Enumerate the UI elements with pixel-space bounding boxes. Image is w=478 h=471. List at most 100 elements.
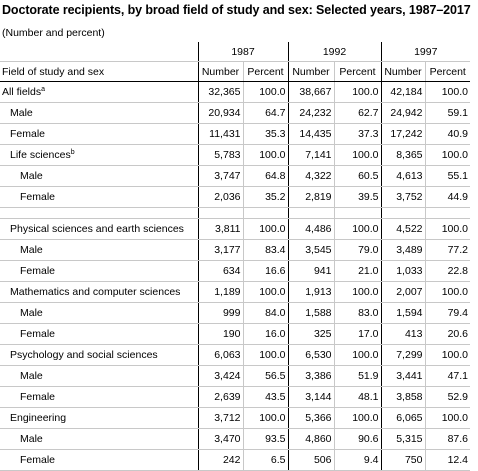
row-label: Psychology and social sciences	[0, 344, 198, 366]
percent-cell: 100.0	[424, 407, 470, 429]
table-row: Male 3,470 93.5 4,860 90.6 5,315 87.6	[0, 428, 470, 450]
number-cell: 2,036	[197, 186, 243, 208]
row-label: Engineering	[0, 407, 198, 429]
table-row: Female 11,431 35.3 14,435 37.3 17,242 40.9	[0, 123, 470, 145]
percent-cell: 100.0	[333, 218, 381, 240]
number-cell: 7,141	[287, 144, 334, 166]
number-cell: 6,530	[287, 344, 334, 366]
number-cell: 3,441	[380, 365, 425, 387]
percent-header: Percent	[333, 61, 381, 82]
row-label: Life sciencesb	[0, 144, 198, 166]
table-row: Male 3,177 83.4 3,545 79.0 3,489 77.2	[0, 239, 470, 261]
row-label-text: Male	[10, 107, 33, 119]
year-header-1997: 1997	[380, 42, 470, 62]
table-row: Life sciencesb 5,783 100.0 7,141 100.0 8,365 1…	[0, 144, 470, 166]
number-cell: 6,065	[380, 407, 425, 429]
percent-cell: 100.0	[242, 218, 288, 240]
number-cell: 413	[380, 323, 425, 345]
percent-cell: 16.6	[242, 260, 288, 282]
percent-cell: 100.0	[333, 144, 381, 166]
spacer-cell	[287, 207, 334, 219]
row-label: Male	[0, 165, 198, 187]
row-label: Male	[0, 102, 198, 124]
row-label-text: Male	[20, 370, 43, 382]
number-cell: 24,232	[287, 102, 334, 124]
percent-cell: 100.0	[242, 144, 288, 166]
number-cell: 3,858	[380, 386, 425, 408]
number-cell: 3,811	[197, 218, 243, 240]
number-cell: 2,639	[197, 386, 243, 408]
percent-cell: 55.1	[424, 165, 470, 187]
percent-cell: 9.4	[333, 449, 381, 471]
number-cell: 1,033	[380, 260, 425, 282]
table-row: Male 3,747 64.8 4,322 60.5 4,613 55.1	[0, 165, 470, 187]
number-cell: 3,470	[197, 428, 243, 450]
percent-cell: 83.4	[242, 239, 288, 261]
column-header-row: Field of study and sex Number Percent Nu…	[0, 61, 470, 82]
spacer-cell	[0, 207, 198, 219]
number-cell: 3,489	[380, 239, 425, 261]
table-row: Female 2,639 43.5 3,144 48.1 3,858 52.9	[0, 386, 470, 408]
number-cell: 3,386	[287, 365, 334, 387]
percent-cell: 21.0	[333, 260, 381, 282]
spacer-cell	[242, 207, 288, 219]
number-cell: 4,486	[287, 218, 334, 240]
number-cell: 7,299	[380, 344, 425, 366]
data-table: 1987 1992 1997 Field of study and sex Nu…	[0, 42, 470, 471]
row-label-text: Male	[20, 244, 43, 256]
field-column-header: Field of study and sex	[0, 61, 198, 82]
number-cell: 4,522	[380, 218, 425, 240]
number-cell: 38,667	[287, 81, 334, 103]
number-cell: 1,189	[197, 281, 243, 303]
table-row: Female 634 16.6 941 21.0 1,033 22.8	[0, 260, 470, 282]
percent-cell: 20.6	[424, 323, 470, 345]
row-label-text: Male	[20, 170, 43, 182]
number-cell: 750	[380, 449, 425, 471]
spacer-cell	[424, 207, 470, 219]
number-cell: 17,242	[380, 123, 425, 145]
number-cell: 11,431	[197, 123, 243, 145]
number-cell: 3,424	[197, 365, 243, 387]
percent-cell: 56.5	[242, 365, 288, 387]
row-label: Male	[0, 239, 198, 261]
table-row: Male 3,424 56.5 3,386 51.9 3,441 47.1	[0, 365, 470, 387]
percent-cell: 84.0	[242, 302, 288, 324]
percent-cell: 100.0	[333, 344, 381, 366]
number-cell: 32,365	[197, 81, 243, 103]
spacer-row	[0, 207, 470, 219]
row-label-text: Engineering	[10, 412, 67, 424]
row-label-text: Male	[20, 307, 43, 319]
percent-cell: 100.0	[424, 218, 470, 240]
percent-cell: 79.4	[424, 302, 470, 324]
number-cell: 14,435	[287, 123, 334, 145]
row-label: Female	[0, 386, 198, 408]
number-cell: 4,860	[287, 428, 334, 450]
percent-cell: 51.9	[333, 365, 381, 387]
percent-cell: 43.5	[242, 386, 288, 408]
table-row: Mathematics and computer sciences 1,189 10…	[0, 281, 470, 303]
percent-header: Percent	[424, 61, 470, 82]
number-cell: 2,007	[380, 281, 425, 303]
number-cell: 3,177	[197, 239, 243, 261]
percent-cell: 77.2	[424, 239, 470, 261]
row-label: Male	[0, 302, 198, 324]
number-cell: 6,063	[197, 344, 243, 366]
number-cell: 999	[197, 302, 243, 324]
percent-cell: 17.0	[333, 323, 381, 345]
spacer-cell	[197, 207, 243, 219]
table-row: All fieldsa 32,365 100.0 38,667 100.0 42,184 1…	[0, 81, 470, 103]
number-cell: 5,783	[197, 144, 243, 166]
table-row: Female 190 16.0 325 17.0 413 20.6	[0, 323, 470, 345]
number-header: Number	[197, 61, 243, 82]
table-row: Female 242 6.5 506 9.4 750 12.4	[0, 449, 470, 471]
number-cell: 4,613	[380, 165, 425, 187]
percent-cell: 52.9	[424, 386, 470, 408]
row-label: Female	[0, 449, 198, 471]
percent-cell: 100.0	[424, 144, 470, 166]
row-label: Female	[0, 260, 198, 282]
percent-cell: 100.0	[333, 407, 381, 429]
percent-cell: 60.5	[333, 165, 381, 187]
spacer-cell	[380, 207, 425, 219]
year-header-1987: 1987	[197, 42, 288, 62]
footnote-marker: b	[70, 149, 75, 156]
